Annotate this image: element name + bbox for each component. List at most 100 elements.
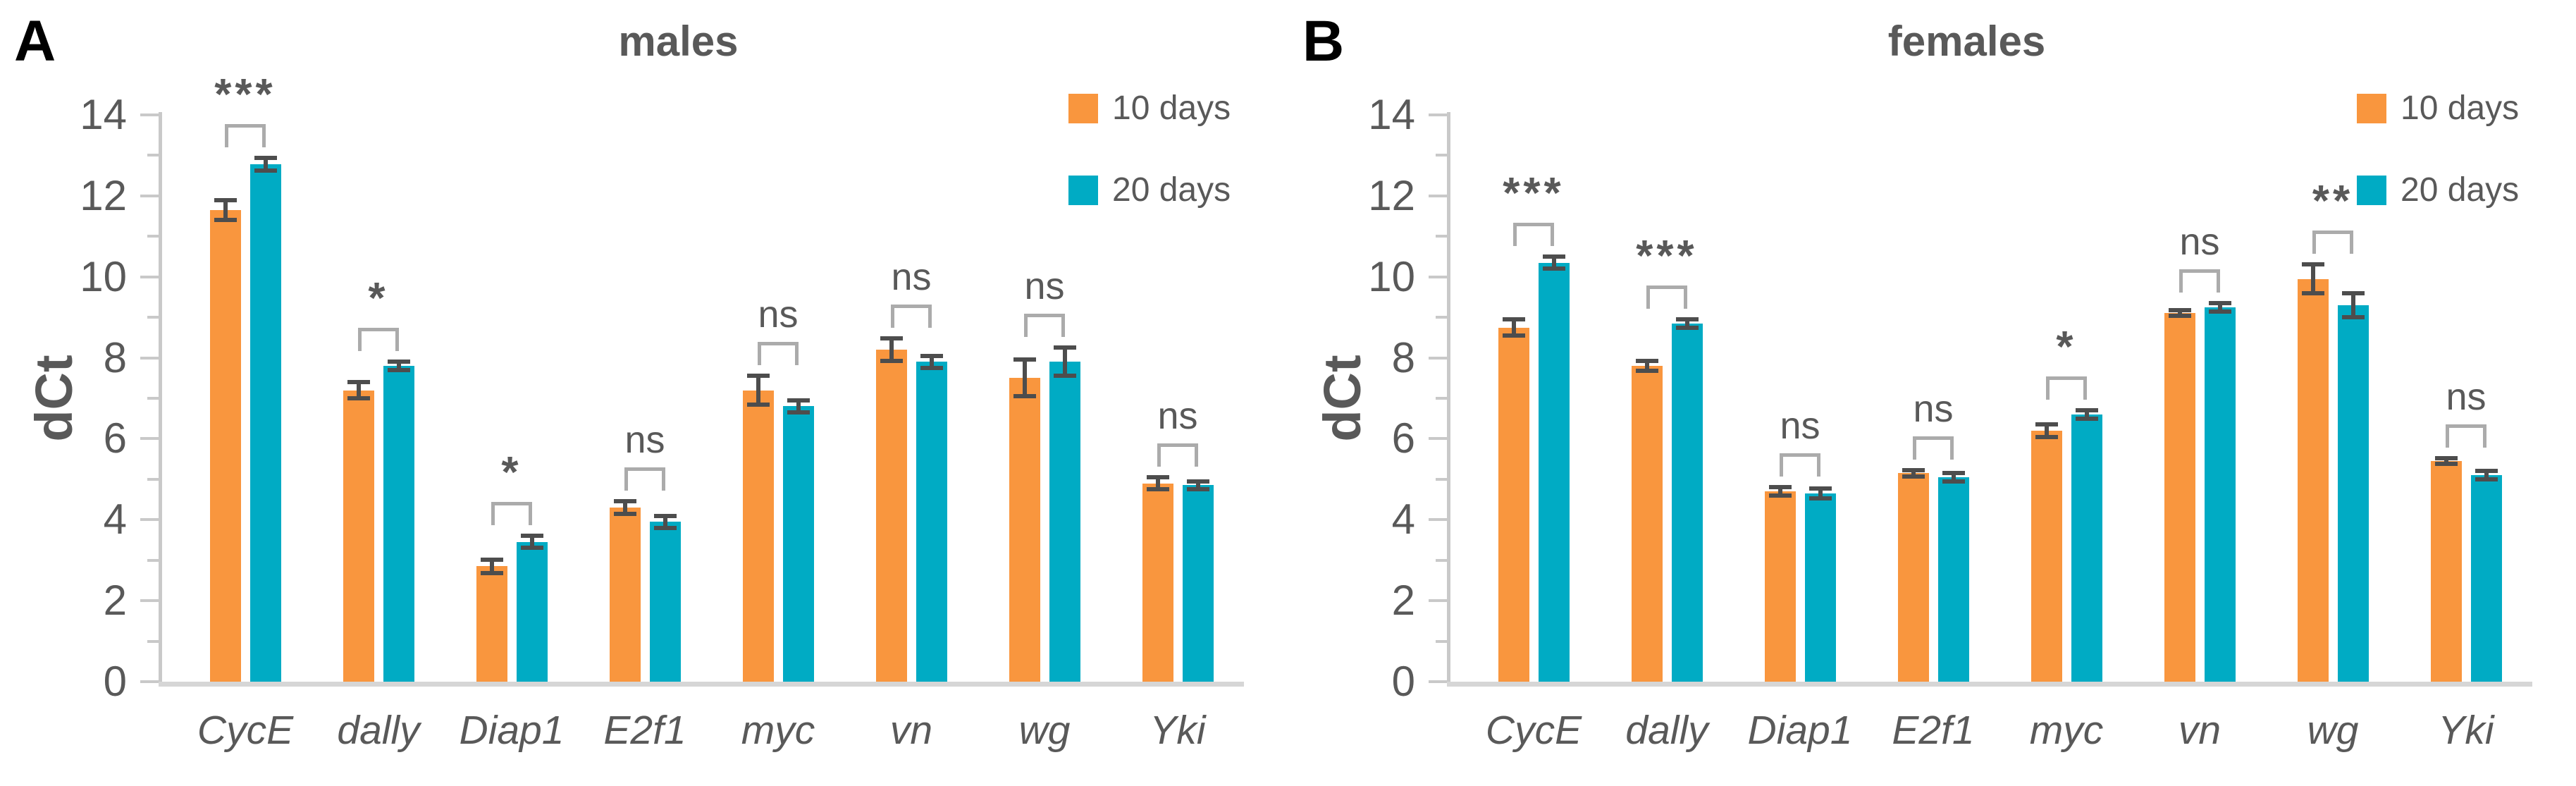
legend-label-20-days: 20 days [2401, 171, 2520, 209]
error-bar [1644, 361, 1649, 371]
bar-20-days-E2f1 [1937, 477, 1969, 682]
category-label-E2f1: E2f1 [1892, 708, 1975, 753]
error-bar-cap-bottom [480, 571, 503, 576]
y-axis-tick [140, 194, 159, 197]
error-bar [529, 536, 534, 548]
error-bar [2044, 424, 2049, 437]
significance-bracket [225, 124, 266, 148]
bar-20-days-myc [2071, 414, 2102, 682]
y-axis-tick [1429, 518, 1447, 522]
bar-10-days-vn [875, 350, 907, 682]
significance-label: *** [1503, 169, 1565, 218]
error-bar-cap-top [1675, 317, 1699, 321]
error-bar-cap-bottom [920, 365, 943, 370]
y-axis-tick [147, 397, 159, 400]
error-bar-cap-top [1502, 317, 1525, 321]
error-bar-cap-top [254, 156, 277, 161]
y-axis-tick [147, 154, 159, 157]
error-bar-cap-top [920, 353, 943, 358]
error-bar [223, 199, 228, 221]
bar-10-days-dally [343, 390, 374, 682]
significance-label: ns [891, 256, 932, 298]
legend-swatch-20-days [1068, 176, 1098, 205]
error-bar-cap-top [2434, 455, 2458, 460]
error-bar-cap-bottom [1013, 394, 1036, 399]
y-axis-tick [140, 599, 159, 603]
error-bar-cap-bottom [2341, 315, 2365, 320]
error-bar-cap-bottom [2208, 309, 2231, 314]
legend-item-20-days: 20 days [2357, 171, 2520, 209]
bar-20-days-wg [2337, 305, 2369, 682]
error-bar-cap-top [1053, 345, 1076, 350]
error-bar-cap-top [1808, 486, 1832, 491]
error-bar [2310, 264, 2315, 293]
y-axis-tick-label: 14 [80, 91, 127, 138]
error-bar-cap-bottom [2035, 434, 2058, 439]
error-bar-cap-top [1768, 485, 1792, 490]
significance-label: ns [1157, 394, 1198, 437]
category-label-Diap1: Diap1 [1747, 708, 1853, 753]
error-bar [1062, 348, 1067, 376]
error-bar-cap-top [1542, 254, 1565, 259]
bar-10-days-Yki [2430, 461, 2462, 682]
significance-bracket [2046, 376, 2087, 400]
legend-swatch-10-days [2357, 94, 2386, 123]
bar-10-days-vn [2164, 313, 2195, 682]
error-bar-cap-bottom [1502, 333, 1525, 338]
error-bar [2443, 458, 2448, 465]
error-bar [2484, 471, 2489, 479]
y-axis-tick [147, 316, 159, 319]
legend-swatch-20-days [2357, 176, 2386, 205]
y-axis-tick [1436, 558, 1447, 562]
y-axis-tick [1429, 680, 1447, 683]
legend-males: 10 days 20 days [1068, 92, 1231, 257]
error-bar-cap-bottom [1808, 496, 1832, 501]
legend-label-10-days: 10 days [2401, 90, 2520, 127]
category-label-myc: myc [2029, 708, 2104, 753]
error-bar [1818, 489, 1823, 498]
bar-20-days-myc [782, 406, 814, 682]
significance-label: * [368, 274, 389, 324]
y-axis-tick [140, 437, 159, 441]
y-axis-tick [1436, 639, 1447, 643]
error-bar [2217, 303, 2222, 312]
significance-bracket [891, 305, 932, 328]
error-bar-cap-bottom [1146, 487, 1169, 492]
error-bar-cap-bottom [787, 410, 810, 415]
plot-area-males: 0 2 4 6 8 10 12 14 *** CycE * dally * Diap1 ns E2f1 ns my… [80, 73, 1244, 753]
y-axis-tick-label: 12 [80, 171, 127, 219]
error-bar-cap-bottom [1768, 493, 1792, 498]
significance-label: * [501, 448, 522, 498]
error-bar-cap-bottom [2301, 290, 2324, 295]
bar-10-days-wg [1009, 378, 1040, 682]
y-axis-tick-label: 12 [1368, 171, 1415, 219]
y-axis-line [159, 112, 162, 682]
error-bar-cap-bottom [387, 367, 410, 372]
bar-10-days-Diap1 [476, 566, 507, 682]
panel-males: A males dCt 0 2 4 6 8 10 12 14 *** CycE * dally * Dia… [14, 13, 1244, 753]
category-label-wg: wg [2307, 708, 2359, 753]
y-axis-tick [1429, 599, 1447, 603]
error-bar [1511, 319, 1516, 336]
error-bar-cap-bottom [2168, 314, 2191, 319]
error-bar [663, 515, 667, 528]
legend-item-10-days: 10 days [2357, 90, 2520, 127]
error-bar [1022, 360, 1027, 397]
legend-label-20-days: 20 days [1112, 171, 1231, 209]
error-bar-cap-bottom [2475, 477, 2498, 481]
error-bar [756, 376, 760, 405]
category-label-Yki: Yki [1150, 708, 1206, 753]
category-label-CycE: CycE [1485, 708, 1582, 753]
bar-20-days-Diap1 [1804, 493, 1836, 682]
error-bar-cap-bottom [2434, 462, 2458, 467]
error-bar [622, 501, 627, 514]
y-axis-tick-label: 8 [103, 333, 127, 381]
bar-10-days-CycE [209, 209, 241, 682]
error-bar-cap-top [613, 499, 636, 504]
error-bar-cap-bottom [214, 218, 237, 223]
bar-10-days-E2f1 [609, 508, 641, 682]
bar-20-days-wg [1049, 362, 1080, 682]
y-axis-tick [1436, 316, 1447, 319]
significance-label: ns [2179, 221, 2220, 264]
error-bar-cap-bottom [2075, 416, 2098, 421]
